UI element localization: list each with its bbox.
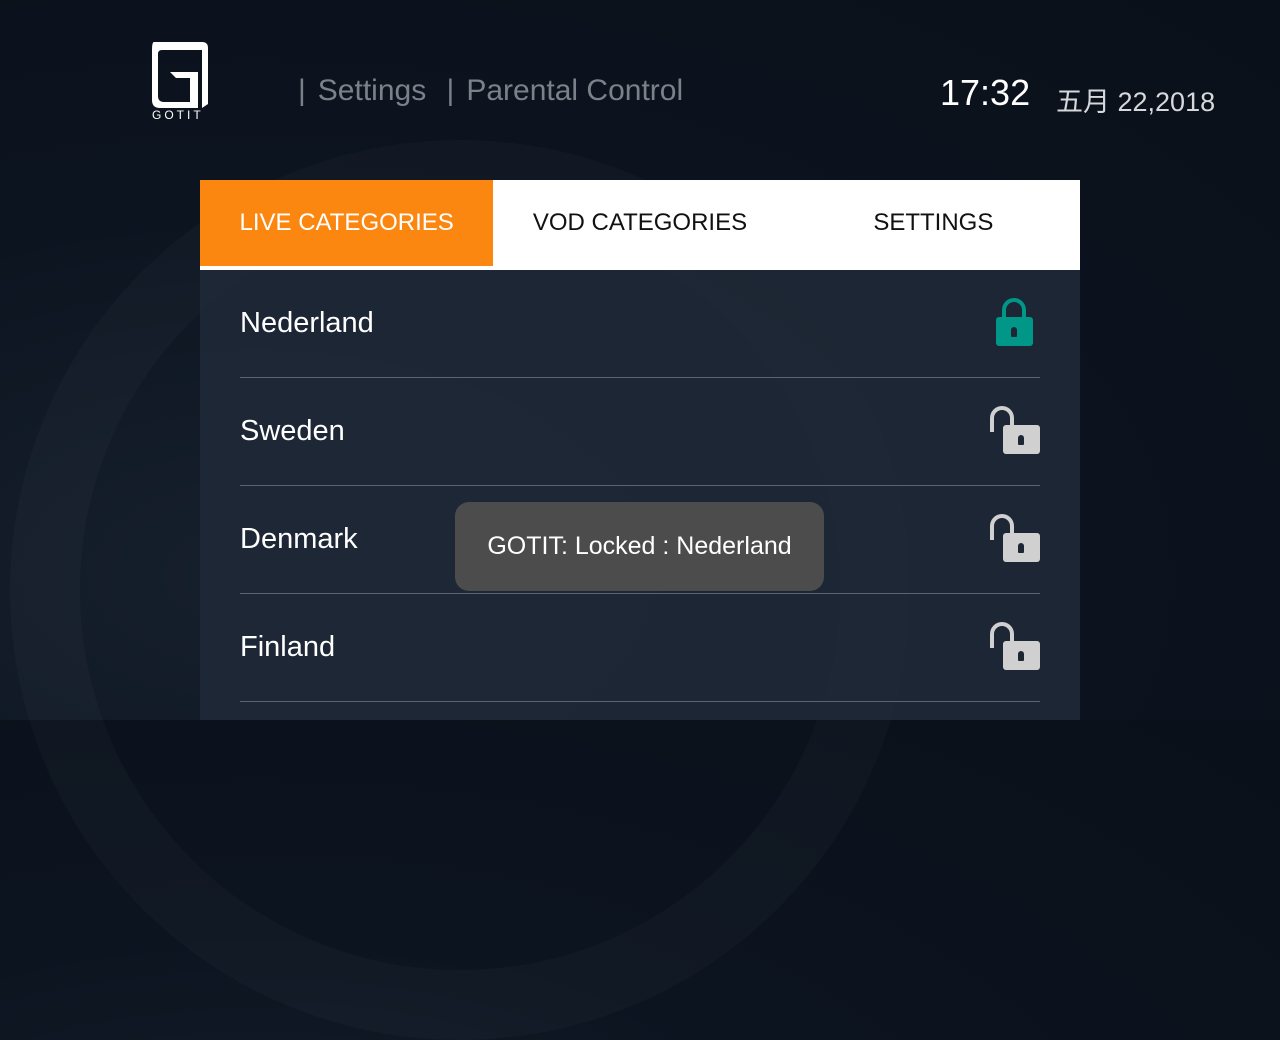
category-row[interactable]: Nederland [240, 270, 1040, 378]
category-name: Nederland [240, 307, 374, 339]
tab-live-categories[interactable]: LIVE CATEGORIES [200, 180, 494, 266]
breadcrumb: | Settings | Parental Control [298, 74, 695, 108]
category-name: Denmark [240, 523, 358, 555]
parental-control-panel: LIVE CATEGORIES VOD CATEGORIES SETTINGS … [200, 180, 1080, 720]
tab-bar: LIVE CATEGORIES VOD CATEGORIES SETTINGS [200, 180, 1080, 270]
category-row[interactable]: Sweden [240, 378, 1040, 486]
category-list: Nederland Sweden Denmark Finland [200, 270, 1080, 702]
lock-closed-icon[interactable] [990, 298, 1040, 348]
breadcrumb-parental-control: Parental Control [466, 74, 684, 107]
clock-time: 17:32 [940, 72, 1031, 113]
breadcrumb-settings[interactable]: Settings [317, 74, 427, 107]
tab-settings[interactable]: SETTINGS [873, 209, 994, 236]
category-name: Sweden [240, 415, 345, 447]
category-row[interactable]: Finland [240, 594, 1040, 702]
breadcrumb-separator: | [298, 74, 306, 107]
gotit-logo [152, 42, 208, 108]
clock-date: 五月 22,2018 [1056, 87, 1216, 117]
category-row[interactable]: Denmark [240, 486, 1040, 594]
tab-vod-categories[interactable]: VOD CATEGORIES [532, 209, 748, 236]
breadcrumb-separator: | [446, 74, 455, 107]
toast-message: GOTIT: Locked : Nederland [455, 502, 824, 591]
category-name: Finland [240, 631, 336, 663]
lock-open-icon[interactable] [990, 514, 1040, 564]
lock-open-icon[interactable] [990, 622, 1040, 672]
logo-text: GOTIT [152, 108, 204, 122]
lock-open-icon[interactable] [990, 406, 1040, 456]
